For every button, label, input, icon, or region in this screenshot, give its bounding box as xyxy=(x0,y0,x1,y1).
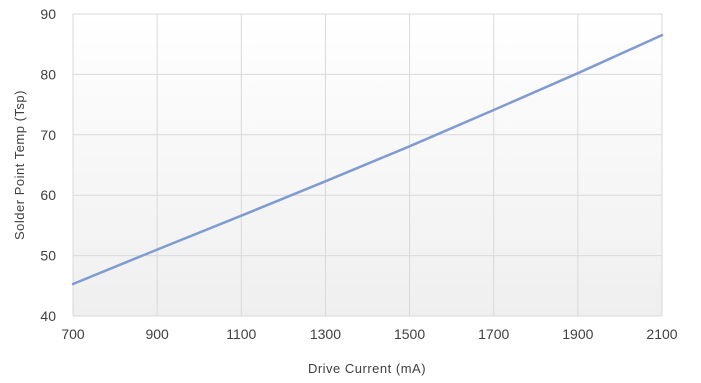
y-tick-label: 50 xyxy=(40,248,56,264)
y-tick-label: 90 xyxy=(40,6,56,22)
x-tick-label: 1100 xyxy=(226,326,256,342)
grid xyxy=(72,13,663,317)
y-tick-label: 40 xyxy=(40,308,56,324)
x-tick-label: 1700 xyxy=(478,326,509,342)
x-tick-label: 2100 xyxy=(646,326,677,342)
y-tick-label: 80 xyxy=(40,66,56,82)
y-tick-label: 70 xyxy=(40,127,56,143)
x-tick-label: 700 xyxy=(61,326,85,342)
x-tick-label: 1900 xyxy=(562,326,593,342)
y-axis-title: Solder Point Temp (Tsp) xyxy=(12,90,27,240)
series-line xyxy=(71,33,664,286)
y-axis-ticks: 40 50 60 70 80 90 xyxy=(40,6,56,324)
x-axis-ticks: 700 900 1100 1300 1500 1700 1900 2100 xyxy=(61,326,677,342)
y-tick-label: 60 xyxy=(40,187,56,203)
x-tick-label: 900 xyxy=(145,326,169,342)
x-tick-label: 1300 xyxy=(310,326,341,342)
x-axis-title: Drive Current (mA) xyxy=(308,361,426,376)
series-layer xyxy=(71,33,664,286)
x-tick-label: 1500 xyxy=(394,326,425,342)
